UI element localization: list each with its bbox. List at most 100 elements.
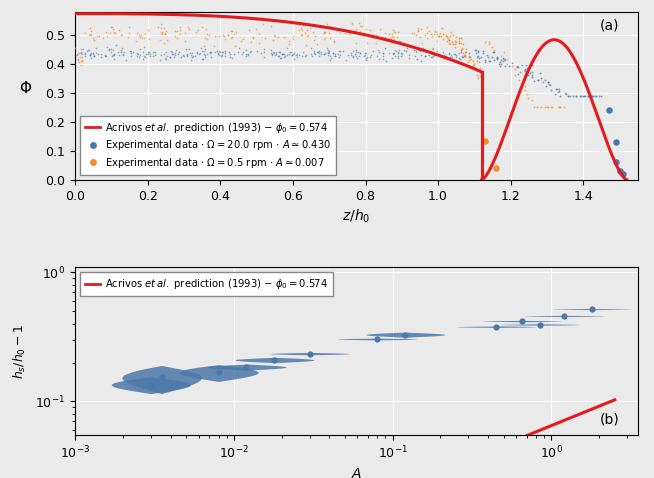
- Point: [72, 52, 82, 59]
- Point: [167, 48, 177, 56]
- Point: [77, 57, 87, 65]
- Point: [460, 48, 471, 56]
- Point: [115, 49, 126, 56]
- Point: [159, 39, 169, 46]
- Point: [260, 34, 270, 42]
- Point: [380, 29, 390, 36]
- Point: [388, 49, 399, 57]
- Point: [218, 48, 228, 55]
- Point: [230, 42, 240, 50]
- Point: [380, 33, 390, 41]
- Point: [472, 71, 482, 79]
- Point: [143, 35, 154, 43]
- Point: [284, 37, 295, 44]
- Point: [107, 23, 117, 31]
- Point: [361, 25, 371, 33]
- Point: [80, 53, 90, 60]
- Point: [325, 22, 336, 30]
- Point: [124, 29, 134, 37]
- Point: [355, 49, 366, 57]
- Point: [146, 381, 156, 389]
- Point: [330, 52, 340, 59]
- Point: [455, 46, 466, 54]
- Point: [175, 26, 185, 34]
- Point: [445, 40, 455, 47]
- Point: [420, 53, 430, 60]
- Point: [357, 22, 368, 30]
- Point: [445, 33, 456, 40]
- Point: [538, 78, 548, 86]
- Point: [201, 30, 212, 38]
- Point: [275, 54, 285, 62]
- Point: [457, 53, 468, 60]
- Point: [449, 43, 460, 51]
- Point: [113, 49, 124, 56]
- Point: [267, 52, 277, 59]
- Point: [432, 48, 443, 55]
- Point: [200, 34, 211, 42]
- Point: [522, 65, 532, 72]
- Point: [199, 51, 209, 58]
- Point: [473, 54, 484, 61]
- Point: [459, 52, 470, 59]
- Point: [426, 47, 436, 55]
- Point: [493, 61, 504, 68]
- Point: [179, 29, 190, 37]
- Point: [351, 40, 361, 47]
- Point: [485, 57, 496, 65]
- Point: [611, 159, 621, 166]
- Point: [186, 52, 197, 59]
- Point: [579, 92, 590, 100]
- Point: [110, 29, 120, 37]
- Point: [438, 30, 448, 38]
- Point: [404, 54, 414, 62]
- Point: [289, 49, 300, 56]
- Point: [320, 28, 331, 35]
- Point: [212, 48, 222, 55]
- Point: [233, 48, 244, 55]
- Point: [554, 87, 564, 95]
- Point: [395, 37, 405, 44]
- Point: [378, 49, 388, 57]
- Point: [162, 36, 173, 44]
- Point: [179, 37, 190, 45]
- Point: [156, 373, 167, 381]
- Point: [373, 48, 384, 56]
- Point: [549, 90, 560, 98]
- Point: [139, 53, 150, 60]
- Point: [171, 46, 181, 54]
- Point: [70, 44, 80, 52]
- Point: [182, 52, 192, 59]
- Point: [218, 32, 229, 39]
- Point: [482, 51, 492, 58]
- Point: [441, 32, 451, 39]
- Point: [268, 49, 279, 57]
- Point: [88, 34, 98, 42]
- Point: [526, 96, 537, 104]
- Point: [258, 21, 268, 28]
- Point: [314, 52, 324, 59]
- Point: [277, 50, 287, 58]
- Point: [381, 57, 392, 65]
- Point: [427, 54, 438, 61]
- Point: [213, 369, 224, 376]
- Y-axis label: $h_s/h_0 - 1$: $h_s/h_0 - 1$: [12, 324, 29, 379]
- Point: [243, 51, 253, 58]
- Point: [322, 48, 333, 55]
- Point: [237, 50, 247, 58]
- Point: [80, 29, 90, 37]
- Point: [458, 53, 469, 60]
- Point: [292, 50, 303, 58]
- Point: [292, 54, 302, 61]
- Point: [371, 53, 382, 60]
- Point: [137, 34, 147, 42]
- Point: [226, 33, 237, 41]
- Point: [520, 86, 530, 94]
- Point: [303, 32, 313, 39]
- Point: [477, 48, 488, 55]
- Point: [464, 62, 474, 69]
- Point: [335, 47, 345, 54]
- Point: [86, 54, 97, 61]
- Point: [161, 55, 171, 63]
- Point: [85, 50, 95, 57]
